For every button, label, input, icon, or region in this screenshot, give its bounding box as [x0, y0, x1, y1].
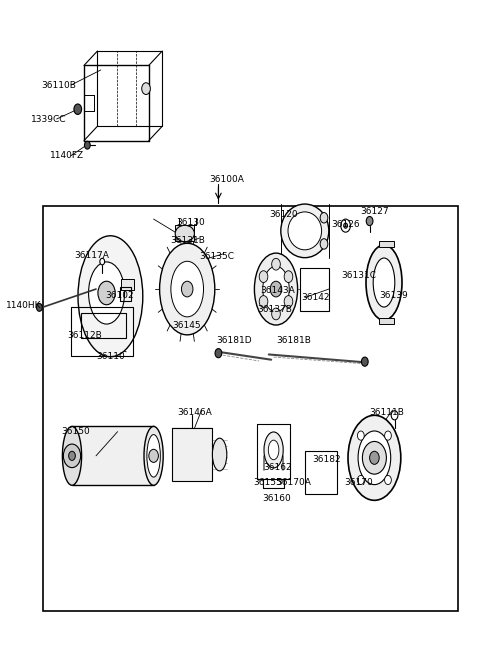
Text: 36181B: 36181B: [276, 336, 311, 345]
Text: 36170A: 36170A: [276, 478, 311, 487]
Text: 36117A: 36117A: [74, 250, 109, 260]
Ellipse shape: [159, 243, 215, 335]
Ellipse shape: [268, 440, 279, 460]
Ellipse shape: [78, 236, 143, 357]
Text: 36160: 36160: [262, 494, 291, 503]
Bar: [305, 451, 337, 494]
Text: 36155: 36155: [253, 478, 282, 487]
Circle shape: [272, 308, 280, 320]
Ellipse shape: [264, 432, 283, 468]
Text: 36111B: 36111B: [370, 407, 405, 417]
Circle shape: [63, 444, 81, 468]
Circle shape: [69, 451, 75, 460]
Ellipse shape: [147, 434, 160, 477]
Circle shape: [270, 281, 282, 297]
Text: 36162: 36162: [263, 463, 292, 472]
Circle shape: [361, 357, 368, 366]
Ellipse shape: [175, 225, 194, 242]
Text: 36110B: 36110B: [41, 80, 76, 90]
Ellipse shape: [254, 253, 298, 325]
Circle shape: [320, 213, 328, 223]
Circle shape: [259, 271, 268, 283]
Text: 36139: 36139: [379, 291, 408, 300]
Ellipse shape: [144, 426, 163, 485]
Text: 36126: 36126: [331, 220, 360, 229]
Text: 1140HK: 1140HK: [6, 301, 41, 310]
Text: 36131B: 36131B: [170, 236, 205, 245]
Text: 1339CC: 1339CC: [31, 114, 67, 124]
Text: 1140FZ: 1140FZ: [50, 151, 84, 160]
Text: 36146A: 36146A: [178, 407, 212, 417]
Bar: [300, 268, 329, 311]
Circle shape: [341, 219, 350, 232]
Circle shape: [181, 281, 193, 297]
Text: 36130: 36130: [177, 218, 205, 227]
Bar: [382, 237, 391, 247]
Circle shape: [149, 449, 158, 462]
Circle shape: [362, 441, 386, 474]
Ellipse shape: [88, 262, 125, 324]
Bar: [71, 307, 133, 356]
Ellipse shape: [366, 245, 402, 320]
Text: 36120: 36120: [269, 210, 298, 219]
Ellipse shape: [62, 426, 82, 485]
Bar: [121, 279, 134, 290]
Bar: [379, 241, 394, 247]
Text: 36170: 36170: [345, 478, 373, 487]
Bar: [120, 287, 131, 301]
Circle shape: [320, 239, 328, 249]
Bar: [81, 313, 126, 338]
Circle shape: [391, 411, 398, 420]
Circle shape: [74, 104, 82, 114]
Ellipse shape: [288, 212, 322, 250]
Text: 36143A: 36143A: [260, 286, 295, 295]
Bar: [172, 428, 213, 481]
Circle shape: [272, 258, 280, 270]
Circle shape: [98, 281, 115, 305]
Text: 36182: 36182: [312, 455, 341, 464]
Text: 36102: 36102: [106, 291, 134, 300]
Text: 36131C: 36131C: [342, 271, 377, 281]
Ellipse shape: [281, 204, 329, 258]
Text: 36112B: 36112B: [67, 331, 102, 340]
Circle shape: [100, 258, 105, 265]
Circle shape: [284, 271, 293, 283]
Circle shape: [370, 451, 379, 464]
Ellipse shape: [263, 266, 289, 312]
Text: 36150: 36150: [61, 427, 90, 436]
Circle shape: [142, 82, 150, 94]
Text: 36100A: 36100A: [209, 175, 244, 184]
Bar: [379, 318, 394, 324]
Circle shape: [284, 296, 293, 307]
Bar: [72, 426, 154, 485]
Circle shape: [259, 296, 268, 307]
Bar: [43, 206, 458, 611]
Circle shape: [366, 216, 373, 226]
Circle shape: [215, 349, 222, 358]
Ellipse shape: [373, 258, 395, 307]
Text: 36127: 36127: [360, 207, 389, 216]
Text: 36142: 36142: [301, 293, 329, 302]
Circle shape: [84, 141, 90, 149]
Circle shape: [384, 475, 391, 485]
Text: 36145: 36145: [172, 321, 201, 330]
Ellipse shape: [348, 415, 401, 500]
Text: 36137B: 36137B: [257, 305, 292, 314]
Ellipse shape: [358, 431, 391, 485]
Text: 36135C: 36135C: [199, 252, 234, 261]
Text: 36181D: 36181D: [216, 336, 252, 345]
Circle shape: [36, 303, 42, 311]
Text: 36110: 36110: [96, 352, 125, 361]
Ellipse shape: [171, 261, 204, 317]
Circle shape: [358, 431, 364, 440]
Circle shape: [344, 223, 348, 228]
Ellipse shape: [213, 438, 227, 471]
Circle shape: [358, 475, 364, 485]
Bar: [175, 225, 194, 241]
Circle shape: [384, 431, 391, 440]
